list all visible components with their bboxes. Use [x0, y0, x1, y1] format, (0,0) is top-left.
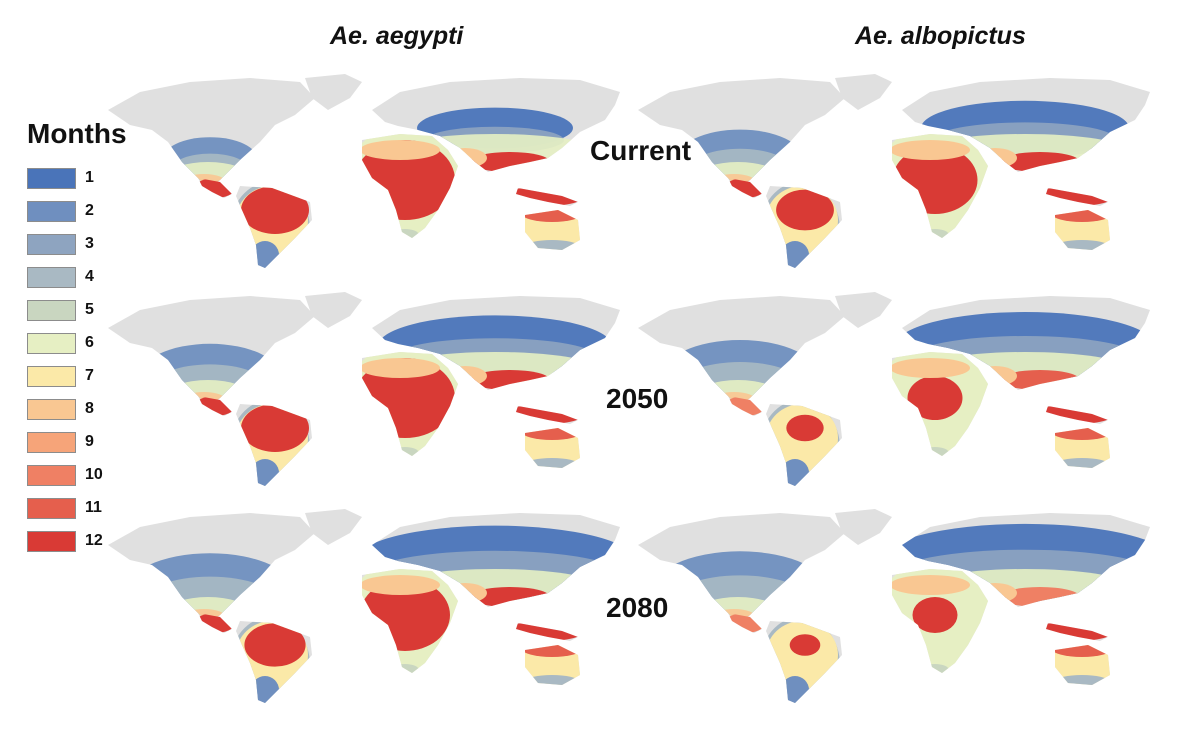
legend-swatch — [27, 300, 76, 321]
row-label-current: Current — [590, 135, 692, 166]
legend-label: 7 — [85, 367, 94, 384]
legend-label: 1 — [85, 169, 94, 186]
map-aegypti-current — [100, 70, 640, 270]
legend-item-1: 1 — [27, 168, 147, 192]
legend-item-2: 2 — [27, 201, 147, 225]
legend-swatch — [27, 267, 76, 288]
row-label-2050: 2050 — [606, 383, 669, 414]
legend-swatch — [27, 498, 76, 519]
legend-swatch — [27, 333, 76, 354]
world-map — [638, 509, 1150, 703]
map-aegypti-2050 — [100, 288, 640, 488]
legend-label: 11 — [85, 499, 102, 516]
legend-label: 3 — [85, 235, 94, 252]
legend-label: 8 — [85, 400, 94, 417]
world-map — [638, 292, 1150, 486]
legend-item-5: 5 — [27, 300, 147, 324]
legend-label: 10 — [85, 466, 103, 483]
map-albopictus-2050 — [630, 288, 1170, 488]
legend-title: Months — [27, 118, 127, 149]
legend-item-7: 7 — [27, 366, 147, 390]
world-map — [638, 74, 1150, 268]
column-title-albopictus: Ae. albopictus — [855, 22, 1026, 50]
legend-item-4: 4 — [27, 267, 147, 291]
legend-swatch — [27, 366, 76, 387]
legend-item-9: 9 — [27, 432, 147, 456]
legend-swatch — [27, 168, 76, 189]
legend-label: 4 — [85, 268, 94, 285]
column-title-aegypti: Ae. aegypti — [330, 22, 464, 50]
legend-swatch — [27, 531, 76, 552]
legend-label: 9 — [85, 433, 94, 450]
map-aegypti-2080 — [100, 505, 640, 705]
legend-swatch — [27, 201, 76, 222]
legend-item-6: 6 — [27, 333, 147, 357]
legend-item-11: 11 — [27, 498, 147, 522]
world-map — [108, 509, 620, 703]
map-albopictus-2080 — [630, 505, 1170, 705]
legend-label: 5 — [85, 301, 94, 318]
map-albopictus-current — [630, 70, 1170, 270]
world-map — [108, 292, 620, 486]
legend-item-12: 12 — [27, 531, 147, 555]
legend-label: 2 — [85, 202, 94, 219]
legend-swatch — [27, 465, 76, 486]
legend-label: 12 — [85, 532, 103, 549]
legend-item-8: 8 — [27, 399, 147, 423]
row-label-2080: 2080 — [606, 592, 669, 623]
legend-swatch — [27, 234, 76, 255]
legend-swatch — [27, 399, 76, 420]
legend-item-10: 10 — [27, 465, 147, 489]
world-map — [108, 74, 620, 268]
legend-swatch — [27, 432, 76, 453]
legend-item-3: 3 — [27, 234, 147, 258]
legend-label: 6 — [85, 334, 94, 351]
